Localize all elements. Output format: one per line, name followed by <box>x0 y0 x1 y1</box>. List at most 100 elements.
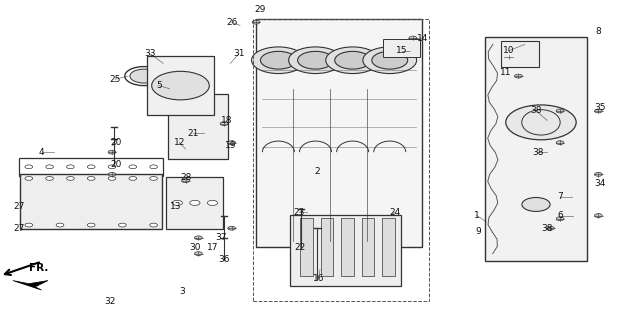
FancyBboxPatch shape <box>290 215 401 286</box>
Circle shape <box>289 47 342 74</box>
Text: 23: 23 <box>293 208 305 217</box>
Circle shape <box>87 165 95 169</box>
Circle shape <box>335 51 371 69</box>
FancyBboxPatch shape <box>485 37 587 261</box>
Circle shape <box>152 71 209 100</box>
Circle shape <box>515 74 522 78</box>
Text: 21: 21 <box>188 129 199 138</box>
Circle shape <box>252 47 305 74</box>
Text: 33: 33 <box>145 49 156 58</box>
Text: 8: 8 <box>596 27 601 36</box>
Circle shape <box>25 223 33 227</box>
Circle shape <box>228 226 236 230</box>
Text: 17: 17 <box>207 243 219 252</box>
Circle shape <box>207 200 218 205</box>
Text: 24: 24 <box>389 208 401 217</box>
Text: 38: 38 <box>541 224 553 233</box>
FancyBboxPatch shape <box>501 41 539 67</box>
Text: 30: 30 <box>189 243 201 252</box>
Circle shape <box>25 165 33 169</box>
Circle shape <box>67 165 74 169</box>
Circle shape <box>556 141 564 145</box>
FancyBboxPatch shape <box>383 39 420 57</box>
Text: 10: 10 <box>503 46 515 55</box>
Text: 32: 32 <box>104 297 116 306</box>
Circle shape <box>130 69 158 83</box>
Text: 14: 14 <box>417 34 428 42</box>
Circle shape <box>363 47 417 74</box>
Polygon shape <box>13 281 48 290</box>
Text: 38: 38 <box>532 148 543 157</box>
Circle shape <box>87 223 95 227</box>
Circle shape <box>547 226 554 230</box>
Circle shape <box>522 197 550 211</box>
Text: 36: 36 <box>218 256 230 264</box>
Text: 16: 16 <box>313 275 324 283</box>
Circle shape <box>409 36 417 40</box>
Text: 20: 20 <box>111 138 122 147</box>
Text: 18: 18 <box>221 116 233 125</box>
Circle shape <box>505 55 513 59</box>
FancyBboxPatch shape <box>166 177 223 229</box>
Text: 34: 34 <box>595 179 606 188</box>
Text: 19: 19 <box>225 141 236 150</box>
Circle shape <box>150 177 157 180</box>
Circle shape <box>595 109 602 113</box>
FancyBboxPatch shape <box>168 94 228 159</box>
Text: 3: 3 <box>180 287 185 296</box>
Text: 11: 11 <box>500 68 511 77</box>
FancyBboxPatch shape <box>341 218 354 276</box>
Text: 22: 22 <box>294 243 305 252</box>
Circle shape <box>129 165 137 169</box>
Circle shape <box>556 217 564 221</box>
FancyBboxPatch shape <box>147 56 214 115</box>
Text: 28: 28 <box>180 173 191 182</box>
Circle shape <box>150 165 157 169</box>
Circle shape <box>108 150 116 154</box>
Circle shape <box>172 200 182 205</box>
Circle shape <box>260 51 296 69</box>
Text: 27: 27 <box>13 224 25 233</box>
FancyBboxPatch shape <box>362 218 374 276</box>
Circle shape <box>195 252 202 256</box>
Circle shape <box>556 109 564 113</box>
Circle shape <box>108 165 116 169</box>
Text: 15: 15 <box>396 46 408 55</box>
Text: 26: 26 <box>226 18 237 27</box>
Text: FR.: FR. <box>29 263 48 273</box>
Text: 20: 20 <box>111 160 122 169</box>
Circle shape <box>182 179 189 183</box>
Circle shape <box>46 177 54 180</box>
Text: 13: 13 <box>170 202 182 210</box>
Circle shape <box>25 177 33 180</box>
Circle shape <box>372 51 408 69</box>
Circle shape <box>298 51 333 69</box>
Text: 6: 6 <box>557 211 563 220</box>
Text: 5: 5 <box>156 81 161 90</box>
Text: 35: 35 <box>595 103 606 112</box>
Text: 31: 31 <box>233 49 244 58</box>
FancyBboxPatch shape <box>20 174 162 229</box>
Circle shape <box>195 236 202 240</box>
Text: 37: 37 <box>215 233 227 242</box>
Circle shape <box>252 20 260 24</box>
Text: 9: 9 <box>476 227 481 236</box>
Text: 12: 12 <box>173 138 185 147</box>
Text: 2: 2 <box>314 167 319 176</box>
Circle shape <box>506 105 576 140</box>
Text: 7: 7 <box>557 192 563 201</box>
Text: 38: 38 <box>531 107 542 115</box>
Text: 1: 1 <box>474 211 479 220</box>
Text: 29: 29 <box>254 5 266 14</box>
Circle shape <box>189 200 200 205</box>
Circle shape <box>118 223 126 227</box>
Text: 25: 25 <box>109 75 121 84</box>
FancyBboxPatch shape <box>256 19 422 247</box>
Circle shape <box>220 122 228 126</box>
Text: 27: 27 <box>13 202 25 210</box>
Circle shape <box>67 177 74 180</box>
Circle shape <box>129 177 137 180</box>
FancyBboxPatch shape <box>321 218 333 276</box>
FancyBboxPatch shape <box>382 218 395 276</box>
Circle shape <box>108 177 116 180</box>
